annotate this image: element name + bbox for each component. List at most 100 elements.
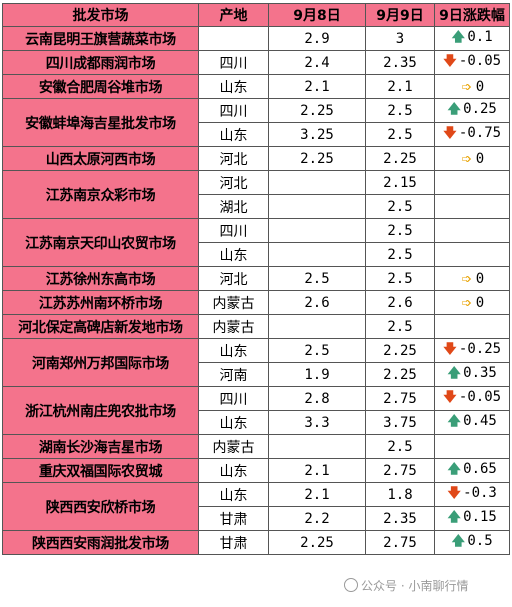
origin-cell: 河北 [198,170,269,195]
table-row: 山东 3.3 3.75 🡅 0.45 [3,410,510,435]
origin-cell: 河南 [198,362,269,387]
wechat-icon [344,578,358,592]
table-row: 江苏苏州南环桥市场 内蒙古 2.6 2.6 ➩ 0 [2,290,510,315]
table-row: 湖北 2.5 [3,194,510,219]
origin-cell: 内蒙古 [198,434,269,459]
sep8-cell: 2.9 [268,26,366,51]
change-value: -0.05 [458,52,502,69]
sep9-cell: 2.15 [365,170,435,195]
origin-cell: 四川 [198,50,269,75]
arrow-down-icon: 🡇 [443,341,457,357]
change-cell: 🡇 -0.75 [434,122,510,147]
sep8-cell: 2.1 [268,482,366,507]
origin-cell: 内蒙古 [198,290,269,315]
arrow-up-icon: 🡅 [447,101,461,117]
market-cell: 云南昆明王旗营蔬菜市场 [2,26,199,51]
arrow-down-icon: 🡇 [443,125,457,141]
sep8-cell: 2.1 [268,458,366,483]
sep8-cell: 2.6 [268,290,366,315]
origin-cell: 山东 [198,122,269,147]
arrow-up-icon: 🡅 [451,29,466,45]
sep9-cell: 2.5 [365,242,435,267]
sep8-cell [268,194,366,219]
change-cell [434,314,510,339]
sep8-cell: 2.1 [268,74,366,99]
sep8-cell [268,170,366,195]
header-market: 批发市场 [2,3,199,27]
table-row: 山西太原河西市场 河北 2.25 2.25 ➩ 0 [2,146,510,171]
change-value: 0.5 [467,532,493,549]
origin-cell: 四川 [198,98,269,123]
market-cell: 四川成都雨润市场 [2,50,199,75]
table-row: 重庆双福国际农贸城 山东 2.1 2.75 🡅 0.65 [2,458,510,483]
change-value: -0.3 [463,484,497,501]
origin-cell: 山东 [198,242,269,267]
table-row: 陕西西安雨润批发市场 甘肃 2.25 2.75 🡅 0.5 [2,530,510,555]
sep9-cell: 2.75 [365,386,435,411]
origin-cell: 湖北 [198,194,269,219]
sep9-cell: 2.75 [365,530,435,555]
header-sep8: 9月8日 [268,3,366,27]
change-value: 0 [475,294,485,311]
header-sep9: 9月9日 [365,3,435,27]
sep9-cell: 2.25 [365,338,435,363]
origin-cell: 河北 [198,266,269,291]
arrow-right-icon: ➩ [461,295,473,311]
change-cell: ➩ 0 [434,74,510,99]
change-value: 0.45 [463,412,497,429]
change-cell: 🡅 0.35 [434,362,510,387]
sep8-cell: 2.25 [268,530,366,555]
change-value: 0.1 [467,28,493,45]
sep9-cell: 2.25 [365,146,435,171]
change-value: 0 [475,270,485,287]
change-cell: 🡇 -0.25 [434,338,510,363]
origin-cell: 河北 [198,146,269,171]
sep9-cell: 2.5 [365,122,435,147]
sep9-cell: 2.75 [365,458,435,483]
table-row: 江苏南京天印山农贸市场 四川 2.5 [2,218,510,267]
change-cell: 🡅 0.1 [434,26,510,51]
change-value: 0.35 [463,364,497,381]
sep9-cell: 2.35 [365,506,435,531]
origin-cell: 山东 [198,338,269,363]
sep8-cell [268,314,366,339]
table-row: 安徽蚌埠海吉星批发市场 四川 2.25 2.5 🡅 0.25 [2,98,510,147]
table-row: 湖南长沙海吉星市场 内蒙古 2.5 [2,434,510,459]
sep9-cell: 3 [365,26,435,51]
change-cell: 🡇 -0.05 [434,50,510,75]
origin-cell: 四川 [198,386,269,411]
sep9-cell: 2.6 [365,290,435,315]
origin-cell: 内蒙古 [198,314,269,339]
sep8-cell: 2.2 [268,506,366,531]
change-cell [434,434,510,459]
sep9-cell: 2.5 [365,218,435,243]
change-cell: 🡅 0.25 [434,98,510,123]
sep9-cell: 2.35 [365,50,435,75]
sep8-cell: 3.3 [268,410,366,435]
change-cell [434,242,510,267]
arrow-up-icon: 🡅 [447,509,461,525]
sep8-cell [268,242,366,267]
sep9-cell: 2.25 [365,362,435,387]
table-row: 河南 1.9 2.25 🡅 0.35 [3,362,510,387]
origin-cell: 甘肃 [198,506,269,531]
table-row: 江苏南京众彩市场 河北 2.15 [2,170,510,219]
table-row: 陕西西安欣桥市场 山东 2.1 1.8 🡇 -0.3 [2,482,510,531]
change-cell: 🡅 0.15 [434,506,510,531]
table-row: 江苏徐州东高市场 河北 2.5 2.5 ➩ 0 [2,266,510,291]
change-value: 0.15 [463,508,497,525]
sep8-cell: 1.9 [268,362,366,387]
market-cell: 江苏南京众彩市场 [2,170,199,219]
arrow-up-icon: 🡅 [447,365,461,381]
sep8-cell [268,434,366,459]
market-cell: 湖南长沙海吉星市场 [2,434,199,459]
market-cell: 安徽合肥周谷堆市场 [2,74,199,99]
arrow-up-icon: 🡅 [447,413,461,429]
watermark: 公众号 · 小南聊行情 [340,576,473,595]
market-cell: 重庆双福国际农贸城 [2,458,199,483]
table-row: 山东 3.25 2.5 🡇 -0.75 [3,122,510,147]
change-cell: 🡅 0.5 [434,530,510,555]
sep8-cell: 2.4 [268,50,366,75]
table-row: 安徽合肥周谷堆市场 山东 2.1 2.1 ➩ 0 [2,74,510,99]
header-row: 批发市场 产地 9月8日 9月9日 9日涨跌幅 [2,3,510,27]
